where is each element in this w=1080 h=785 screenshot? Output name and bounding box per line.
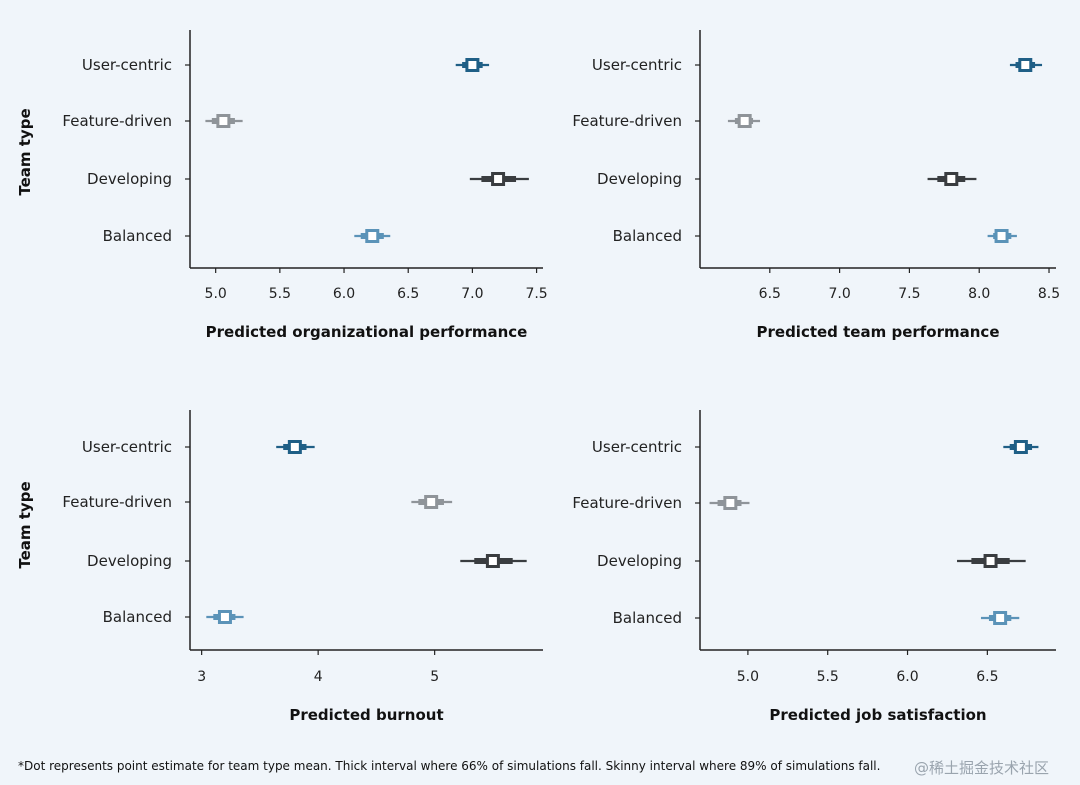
- category-label-developing: Developing: [597, 170, 682, 188]
- point-estimate-user-centric: [1013, 440, 1028, 454]
- category-label-balanced: Balanced: [103, 608, 172, 626]
- point-estimate-user-centric: [287, 440, 302, 454]
- category-label-balanced: Balanced: [103, 227, 172, 245]
- x-tick-label: 7.0: [461, 286, 483, 302]
- x-tick-label: 8.5: [1038, 286, 1060, 302]
- point-estimate-feature-driven: [216, 114, 231, 128]
- category-label-balanced: Balanced: [613, 227, 682, 245]
- x-axis-label: Predicted job satisfaction: [769, 706, 986, 724]
- x-tick-label: 4: [314, 669, 323, 685]
- category-label-feature-driven: Feature-driven: [62, 493, 172, 511]
- x-tick-label: 5.0: [737, 669, 759, 685]
- y-axis-label: Team type: [16, 481, 34, 568]
- point-estimate-developing: [485, 554, 500, 568]
- x-tick-label: 6.5: [397, 286, 419, 302]
- category-label-user-centric: User-centric: [82, 56, 172, 74]
- point-estimate-feature-driven: [424, 495, 439, 509]
- point-estimate-balanced: [993, 611, 1008, 625]
- y-axis-label: Team type: [16, 108, 34, 195]
- x-tick-label: 6.5: [759, 286, 781, 302]
- x-tick-label: 7.5: [525, 286, 547, 302]
- point-estimate-user-centric: [1018, 58, 1033, 72]
- x-tick-label: 5.5: [269, 286, 291, 302]
- point-estimate-balanced: [994, 229, 1009, 243]
- point-estimate-user-centric: [465, 58, 480, 72]
- category-label-developing: Developing: [597, 552, 682, 570]
- category-label-feature-driven: Feature-driven: [572, 112, 682, 130]
- point-estimate-balanced: [217, 610, 232, 624]
- x-tick-label: 5: [430, 669, 439, 685]
- point-estimate-developing: [944, 172, 959, 186]
- point-estimate-balanced: [365, 229, 380, 243]
- x-axis-label: Predicted team performance: [757, 323, 1000, 341]
- point-estimate-feature-driven: [737, 114, 752, 128]
- x-tick-label: 5.5: [817, 669, 839, 685]
- category-label-feature-driven: Feature-driven: [572, 494, 682, 512]
- chart-panel-predicted-team-performance: 6.5 7.0 7.5 8.0 8.5 User-centric Feature-drive…: [572, 30, 1060, 341]
- category-label-user-centric: User-centric: [592, 56, 682, 74]
- x-tick-label: 3: [197, 669, 206, 685]
- x-tick-label: 7.0: [828, 286, 850, 302]
- x-tick-label: 5.0: [205, 286, 227, 302]
- chart-panel-predicted-job-satisfaction: 5.0 5.5 6.0 6.5 User-centric Feature-driven De…: [572, 410, 1056, 724]
- x-tick-label: 6.0: [896, 669, 918, 685]
- point-estimate-developing: [983, 554, 998, 568]
- category-label-feature-driven: Feature-driven: [62, 112, 172, 130]
- chart-panel-predicted-burnout: 3 4 5 User-centric Feature-driven Developing B…: [16, 410, 543, 724]
- category-label-developing: Developing: [87, 552, 172, 570]
- footnote: *Dot represents point estimate for team …: [18, 759, 881, 773]
- category-label-user-centric: User-centric: [82, 438, 172, 456]
- chart-panel-predicted-organizational-performance: 5.0 5.5 6.0 6.5 7.0 7.5 User-centric Feature-dr…: [16, 30, 548, 341]
- point-estimate-developing: [491, 172, 506, 186]
- x-tick-label: 8.0: [968, 286, 990, 302]
- watermark: @稀土掘金技术社区: [914, 759, 1050, 777]
- x-axis-label: Predicted organizational performance: [206, 323, 528, 341]
- x-tick-label: 6.0: [333, 286, 355, 302]
- x-tick-label: 7.5: [898, 286, 920, 302]
- category-label-developing: Developing: [87, 170, 172, 188]
- category-label-balanced: Balanced: [613, 609, 682, 627]
- x-axis-label: Predicted burnout: [289, 706, 443, 724]
- x-tick-label: 6.5: [976, 669, 998, 685]
- point-estimate-feature-driven: [723, 496, 738, 510]
- category-label-user-centric: User-centric: [592, 438, 682, 456]
